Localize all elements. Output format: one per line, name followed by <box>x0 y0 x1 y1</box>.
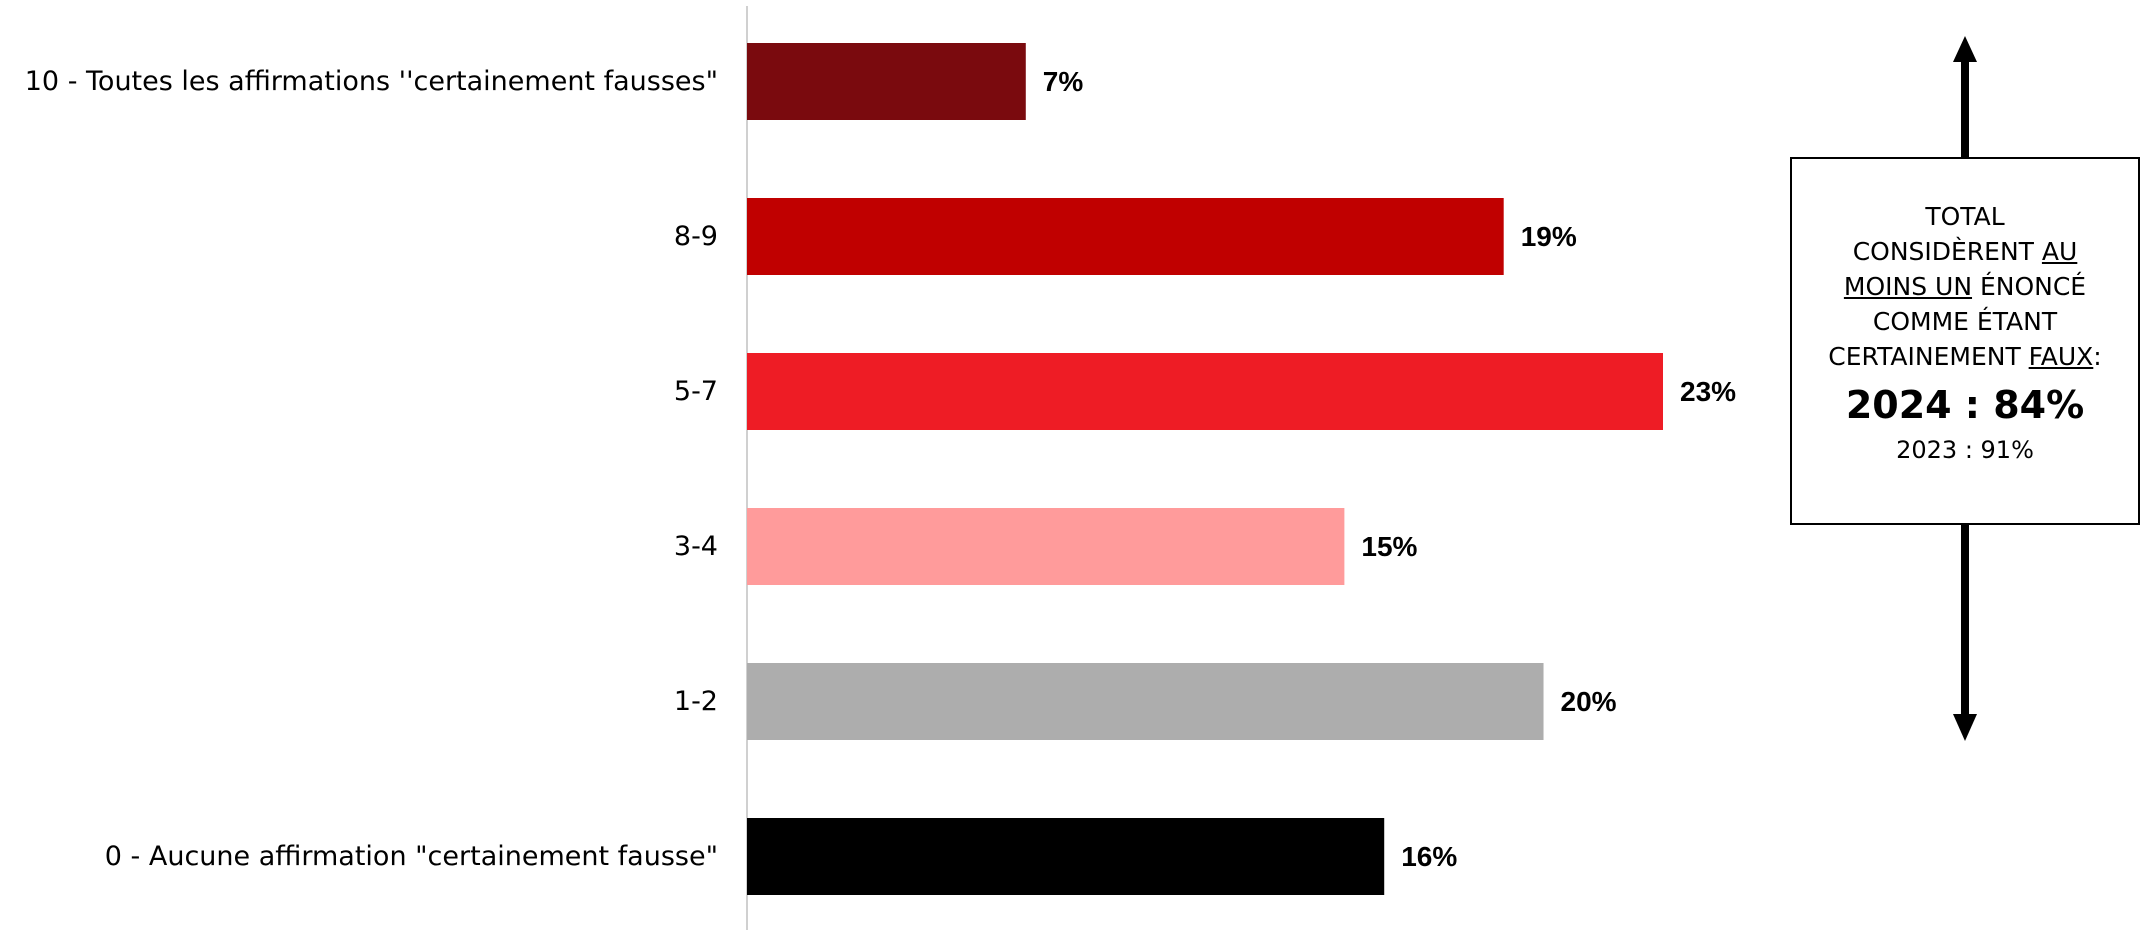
value-label-1: 19% <box>1521 221 1577 252</box>
bar-5 <box>747 818 1385 895</box>
category-label-0: 10 - Toutes les affirmations ''certainem… <box>25 66 718 97</box>
summary-text: ÉNONCÉ <box>1972 272 2087 301</box>
value-label-0: 7% <box>1043 66 1084 97</box>
bar-0 <box>747 43 1026 120</box>
arrow-head-up-icon <box>1953 36 1977 62</box>
bar-4 <box>747 663 1544 740</box>
summary-text: CERTAINEMENT <box>1828 342 2029 371</box>
category-label-1: 8-9 <box>674 221 718 252</box>
summary-current-value: 2024 : 84% <box>1845 383 2085 427</box>
summary-line-2: CONSIDÈRENT AU <box>1792 234 2138 269</box>
summary-underlined-text: AU <box>2041 237 2078 266</box>
bar-3 <box>747 508 1345 585</box>
category-label-3: 3-4 <box>674 531 718 562</box>
category-label-5: 0 - Aucune affirmation "certainement fau… <box>105 841 718 872</box>
category-label-4: 1-2 <box>674 686 718 717</box>
value-label-4: 20% <box>1561 686 1617 717</box>
summary-box: TOTAL CONSIDÈRENT AU MOINS UN ÉNONCÉ COM… <box>1790 157 2140 525</box>
summary-underlined-text: FAUX <box>2028 342 2094 371</box>
summary-text: : <box>2093 342 2102 371</box>
summary-line-1: TOTAL <box>1792 199 2138 234</box>
value-label-2: 23% <box>1680 376 1736 407</box>
summary-text: COMME ÉTANT <box>1872 307 2058 336</box>
value-label-3: 15% <box>1361 531 1417 562</box>
range-arrow <box>1953 36 1977 741</box>
summary-line-3: MOINS UN ÉNONCÉ <box>1792 269 2138 304</box>
bars-group: 10 - Toutes les affirmations ''certainem… <box>25 43 1736 895</box>
summary-text: CONSIDÈRENT <box>1852 237 2042 266</box>
arrow-head-down-icon <box>1953 714 1977 741</box>
summary-previous-value: 2023 : 91% <box>1896 436 2034 464</box>
category-label-2: 5-7 <box>674 376 718 407</box>
summary-line-4: COMME ÉTANT <box>1792 304 2138 339</box>
bar-1 <box>747 198 1504 275</box>
summary-total-text: TOTAL <box>1925 202 2005 231</box>
value-label-5: 16% <box>1401 841 1457 872</box>
summary-line-5: CERTAINEMENT FAUX: <box>1792 339 2138 374</box>
summary-underlined-text: MOINS UN <box>1843 272 1973 301</box>
bar-2 <box>747 353 1663 430</box>
